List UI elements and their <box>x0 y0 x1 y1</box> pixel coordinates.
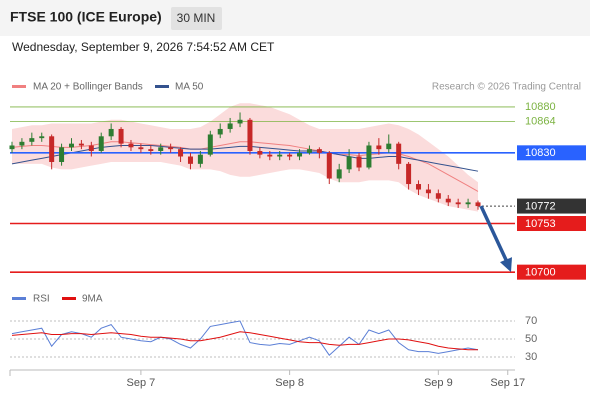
candle-body <box>376 145 382 150</box>
candle-body <box>187 156 193 164</box>
credit: Research © 2026 Trading Central <box>432 82 581 93</box>
candle-body <box>128 143 134 148</box>
candle-body <box>118 128 124 144</box>
candle-body <box>148 149 154 151</box>
forecast-arrow <box>479 205 510 265</box>
x-tick-label: Sep 17 <box>490 377 525 389</box>
level-label: 10864 <box>525 116 556 128</box>
candle-body <box>158 147 164 151</box>
candle-body <box>475 202 481 207</box>
candle-body <box>247 119 253 151</box>
bollinger-band <box>12 103 479 212</box>
candle-body <box>39 136 45 139</box>
candle-body <box>445 198 451 203</box>
level-box <box>517 198 586 214</box>
x-tick-label: Sep 8 <box>275 377 304 389</box>
candle-body <box>366 145 372 168</box>
candle-body <box>346 156 352 170</box>
candle-body <box>29 138 35 142</box>
candle-body <box>356 156 362 168</box>
candle-body <box>455 202 461 205</box>
candle-body <box>406 163 412 185</box>
level-box <box>517 145 586 161</box>
candle-body <box>49 136 55 163</box>
candle-body <box>277 154 283 157</box>
candle-body <box>98 136 104 151</box>
candle-body <box>59 147 65 163</box>
candle-body <box>197 154 203 164</box>
candle-body <box>336 169 342 179</box>
legend-swatch <box>12 85 26 88</box>
candle-body <box>68 143 74 148</box>
candle-body <box>237 119 243 124</box>
legend-entry: RSI <box>33 294 50 305</box>
candle-body <box>267 154 273 157</box>
level-label: 10880 <box>525 101 556 113</box>
candle-body <box>9 145 15 150</box>
candle-body <box>297 152 303 157</box>
candle-body <box>326 152 332 179</box>
candle-body <box>217 128 223 135</box>
candle-body <box>306 149 312 153</box>
level-label: 10830 <box>525 147 556 159</box>
candle-body <box>396 143 402 164</box>
y-tick-label: 70 <box>525 315 537 327</box>
rsi-line <box>11 320 479 356</box>
candle-body <box>88 145 94 151</box>
candle-body <box>435 193 441 199</box>
y-tick-label: 30 <box>525 351 537 363</box>
arrow-head <box>500 257 512 273</box>
legend-swatch <box>155 85 169 88</box>
candle-body <box>207 134 213 155</box>
candle-body <box>386 143 392 150</box>
interval[interactable]: 30 MIN <box>177 11 216 25</box>
rsi-line <box>11 331 479 351</box>
interval-badge[interactable] <box>171 7 222 30</box>
title: FTSE 100 (ICE Europe) <box>10 9 162 25</box>
level-label: 10772 <box>525 200 556 212</box>
candle-body <box>257 150 263 155</box>
candle-body <box>78 143 84 146</box>
candle-body <box>178 149 184 157</box>
header-bar <box>0 0 590 36</box>
level-box <box>517 216 586 232</box>
level-label: 10753 <box>525 218 556 230</box>
level-label: 10700 <box>525 267 556 279</box>
level-box <box>517 264 586 280</box>
candle-body <box>416 184 422 190</box>
legend-entry: MA 20 + Bollinger Bands <box>33 82 143 93</box>
subtitle: Wednesday, September 9, 2026 7:54:52 AM … <box>12 40 275 54</box>
candle-body <box>425 189 431 194</box>
x-tick-label: Sep 9 <box>424 377 453 389</box>
legend-swatch <box>12 297 26 300</box>
candle-body <box>168 147 174 150</box>
candle-body <box>108 128 114 137</box>
candle-body <box>19 141 25 146</box>
candle-body <box>138 147 144 150</box>
legend-entry: MA 50 <box>175 82 204 93</box>
legend-swatch <box>62 297 76 300</box>
legend-entry: 9MA <box>82 294 103 305</box>
candle-body <box>316 149 322 153</box>
candle-body <box>227 123 233 129</box>
candle-body <box>287 154 293 157</box>
x-tick-label: Sep 7 <box>127 377 156 389</box>
candle-body <box>465 202 471 205</box>
y-tick-label: 50 <box>525 333 537 345</box>
